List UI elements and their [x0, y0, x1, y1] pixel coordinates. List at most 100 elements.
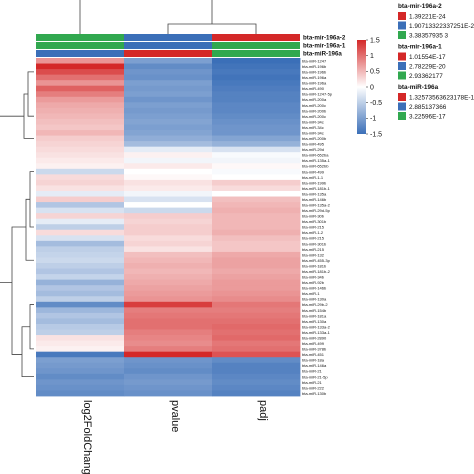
annotation-cell — [124, 50, 212, 57]
row-label: bta-miR-301b — [302, 219, 327, 224]
heatmap-cell — [124, 274, 213, 281]
heatmap-cell — [212, 168, 301, 175]
legend-item-label: 2.885137366 — [409, 104, 447, 111]
heatmap-cell — [36, 296, 125, 303]
heatmap-cell — [36, 146, 125, 153]
row-label: bta-miR-199b — [302, 180, 327, 185]
heatmap-cell — [212, 323, 301, 330]
heatmap-cell — [124, 218, 213, 225]
heatmap-cell — [212, 329, 301, 336]
heatmap-cell — [36, 384, 125, 391]
heatmap-cell — [36, 202, 125, 209]
heatmap-cell — [212, 190, 301, 197]
heatmap-cell — [36, 107, 125, 114]
heatmap-cell — [212, 229, 301, 236]
heatmap-cell — [124, 190, 213, 197]
heatmap-cell — [124, 351, 213, 358]
dendrogram-branch — [29, 304, 34, 350]
heatmap-cell — [36, 274, 125, 281]
heatmap-cell — [212, 351, 301, 358]
heatmap-cell — [36, 185, 125, 192]
heatmap-cell — [124, 152, 213, 159]
heatmap-cell — [212, 124, 301, 131]
colorbar-tick-label: -1 — [370, 116, 376, 123]
heatmap-cell — [124, 113, 213, 120]
column-labels: log2FoldChange pvalue padj — [81, 400, 269, 474]
row-label: bta-miR-499 — [302, 169, 325, 174]
heatmap-cell — [36, 290, 125, 297]
legend-title: bta-mir-196a-1 — [398, 44, 442, 51]
row-label: bta-miR-495 — [302, 142, 325, 147]
legend-item-label: 1.39221E-24 — [409, 14, 446, 21]
heatmap-cell — [36, 279, 125, 286]
heatmap-cell — [212, 340, 301, 347]
colorbar-tick-label: 1.5 — [370, 37, 380, 44]
column-dendrogram — [79, 0, 257, 34]
heatmap-cell — [36, 323, 125, 330]
annotation-track-label: bta-miR-196a — [303, 51, 342, 58]
row-label: bta-miR-1-1 — [302, 175, 324, 180]
heatmap-cell — [36, 69, 125, 76]
heatmap-cell — [212, 146, 301, 153]
heatmap-cell — [212, 362, 301, 369]
heatmap-cell — [36, 174, 125, 181]
heatmap-cell — [212, 368, 301, 375]
heatmap-cell — [124, 107, 213, 114]
colorbar-tick-label: 0.5 — [370, 69, 380, 76]
heatmap-cell — [36, 130, 125, 136]
heatmap-cell — [124, 69, 213, 76]
heatmap-cell — [124, 340, 213, 347]
heatmap-cell — [124, 379, 213, 386]
heatmap-cell — [36, 357, 125, 364]
row-label: bta-miR-196a — [302, 75, 327, 80]
heatmap-cell — [212, 174, 301, 181]
heatmap-cell — [124, 80, 213, 87]
heatmap-cell — [212, 301, 301, 308]
row-label: bta-miR-1 — [302, 291, 320, 296]
row-label: bta-miR-34b — [302, 275, 325, 280]
row-label: bta-miR-200a — [302, 97, 327, 102]
heatmap-cell — [124, 373, 213, 380]
heatmap-cell — [124, 318, 213, 325]
heatmap-cell — [212, 224, 301, 231]
heatmap-cell — [36, 196, 125, 203]
heatmap-cell — [212, 141, 301, 148]
heatmap-cell — [36, 251, 125, 258]
legend-swatch — [398, 62, 406, 70]
heatmap-cell — [212, 202, 301, 209]
row-label: bta-miR-652bb — [302, 164, 329, 169]
heatmap-cell — [36, 157, 125, 164]
heatmap-cell — [124, 63, 213, 70]
colorbar-tick-label: -1.5 — [370, 131, 382, 138]
row-label: bta-miR-29d-5p — [302, 208, 331, 213]
row-label: bta-miR-215 — [302, 247, 325, 252]
heatmap-cell — [124, 263, 213, 269]
row-label: bta-miR-1247-5p — [302, 92, 333, 97]
row-label: bta-miR-451 — [302, 352, 325, 357]
legend-swatch — [398, 52, 406, 61]
heatmap-cell — [212, 69, 301, 76]
heatmap-cell — [212, 357, 301, 364]
row-label: bta-miR-215 — [302, 236, 325, 241]
heatmap-cell — [212, 390, 301, 397]
heatmap-cell — [212, 384, 301, 391]
heatmap-cell — [36, 63, 125, 70]
heatmap-cell — [124, 251, 213, 258]
heatmap-cell — [36, 257, 125, 264]
row-label: bta-miR-135a-2 — [302, 202, 331, 207]
heatmap-cell — [36, 346, 125, 353]
row-label: bta-miR-490 — [302, 86, 325, 91]
heatmap-cell — [212, 307, 301, 314]
colorbar-tick-label: 0 — [370, 84, 374, 91]
heatmap-cell — [36, 246, 125, 253]
legend-swatch — [398, 12, 406, 20]
legend-item-label: 3.22596E-17 — [409, 114, 446, 121]
row-label: bta-miR-222 — [302, 385, 325, 390]
annotation-cell — [124, 34, 212, 41]
heatmap-cell — [36, 335, 125, 341]
row-label: bta-miR-181b-1 — [302, 186, 331, 191]
row-label: bta-miR-499 — [302, 341, 325, 346]
heatmap-cell — [124, 362, 213, 369]
heatmap-cell — [36, 285, 125, 292]
